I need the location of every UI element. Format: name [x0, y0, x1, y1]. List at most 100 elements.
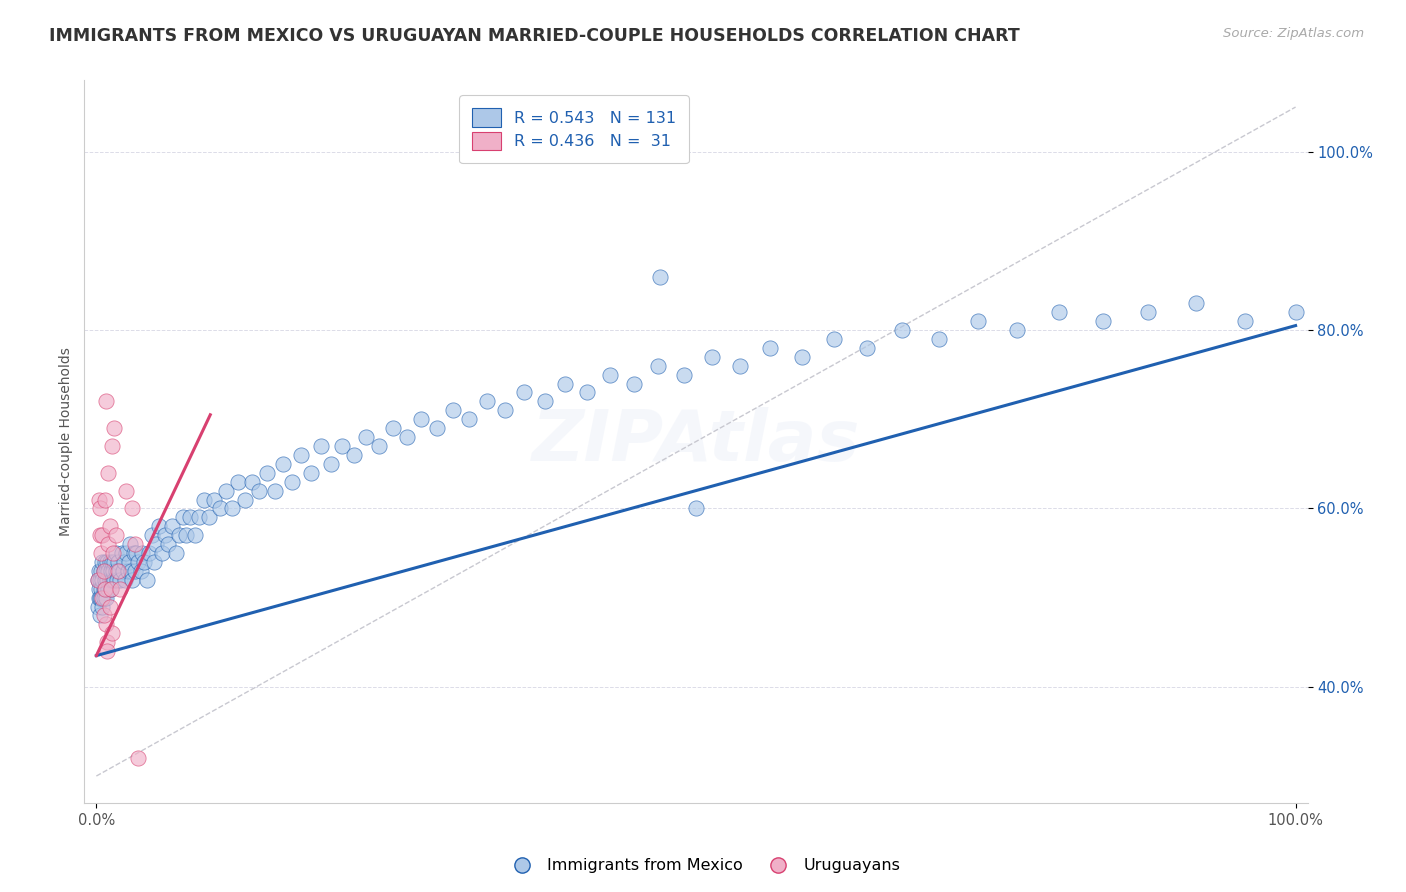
- Point: [273, 457, 295, 471]
- Point: [91, 573, 114, 587]
- Point: [93, 492, 117, 507]
- Point: [131, 546, 153, 560]
- Point: [94, 564, 117, 578]
- Point: [648, 269, 671, 284]
- Point: [96, 573, 118, 587]
- Point: [97, 564, 120, 578]
- Point: [98, 555, 121, 569]
- Point: [647, 359, 669, 373]
- Point: [198, 510, 221, 524]
- Point: [94, 394, 117, 409]
- Point: [148, 519, 170, 533]
- Point: [685, 501, 707, 516]
- Point: [135, 573, 157, 587]
- Point: [91, 599, 114, 614]
- Point: [264, 483, 287, 498]
- Point: [104, 546, 127, 560]
- Point: [221, 501, 243, 516]
- Point: [93, 582, 117, 596]
- Point: [215, 483, 238, 498]
- Point: [96, 555, 118, 569]
- Point: [124, 537, 146, 551]
- Point: [110, 546, 132, 560]
- Point: [623, 376, 645, 391]
- Text: Source: ZipAtlas.com: Source: ZipAtlas.com: [1223, 27, 1364, 40]
- Point: [110, 573, 132, 587]
- Text: IMMIGRANTS FROM MEXICO VS URUGUAYAN MARRIED-COUPLE HOUSEHOLDS CORRELATION CHART: IMMIGRANTS FROM MEXICO VS URUGUAYAN MARR…: [49, 27, 1019, 45]
- Point: [118, 537, 141, 551]
- Point: [458, 412, 481, 426]
- Point: [172, 510, 194, 524]
- Point: [90, 591, 112, 605]
- Point: [165, 546, 187, 560]
- Point: [672, 368, 695, 382]
- Point: [89, 608, 111, 623]
- Point: [101, 555, 124, 569]
- Point: [91, 555, 114, 569]
- Point: [1234, 314, 1257, 328]
- Point: [111, 564, 134, 578]
- Point: [98, 519, 121, 533]
- Y-axis label: Married-couple Households: Married-couple Households: [59, 347, 73, 536]
- Point: [226, 475, 249, 489]
- Point: [107, 555, 129, 569]
- Point: [730, 359, 752, 373]
- Point: [153, 528, 176, 542]
- Point: [114, 573, 136, 587]
- Point: [121, 573, 143, 587]
- Point: [368, 439, 391, 453]
- Point: [97, 466, 120, 480]
- Point: [1091, 314, 1114, 328]
- Point: [966, 314, 988, 328]
- Point: [193, 492, 215, 507]
- Point: [87, 564, 110, 578]
- Point: [513, 385, 536, 400]
- Point: [208, 501, 231, 516]
- Point: [100, 564, 122, 578]
- Point: [90, 564, 112, 578]
- Point: [93, 582, 117, 596]
- Point: [115, 483, 138, 498]
- Point: [188, 510, 211, 524]
- Point: [94, 617, 117, 632]
- Point: [101, 626, 124, 640]
- Point: [124, 564, 146, 578]
- Point: [103, 555, 125, 569]
- Point: [129, 564, 152, 578]
- Point: [112, 555, 135, 569]
- Point: [105, 573, 128, 587]
- Point: [1047, 305, 1070, 319]
- Point: [1007, 323, 1029, 337]
- Point: [138, 546, 160, 560]
- Point: [101, 546, 124, 560]
- Point: [494, 403, 516, 417]
- Point: [426, 421, 449, 435]
- Point: [145, 537, 167, 551]
- Point: [89, 591, 111, 605]
- Point: [134, 555, 156, 569]
- Point: [93, 564, 115, 578]
- Point: [856, 341, 879, 355]
- Point: [290, 448, 312, 462]
- Point: [96, 635, 118, 649]
- Point: [477, 394, 499, 409]
- Point: [115, 546, 138, 560]
- Point: [330, 439, 353, 453]
- Point: [1284, 305, 1306, 319]
- Point: [93, 564, 115, 578]
- Point: [790, 350, 813, 364]
- Point: [354, 430, 377, 444]
- Point: [823, 332, 845, 346]
- Point: [107, 564, 129, 578]
- Point: [101, 573, 124, 587]
- Point: [121, 501, 143, 516]
- Point: [120, 564, 142, 578]
- Point: [321, 457, 343, 471]
- Point: [343, 448, 366, 462]
- Point: [174, 528, 197, 542]
- Point: [1137, 305, 1160, 319]
- Point: [599, 368, 621, 382]
- Point: [94, 591, 117, 605]
- Point: [928, 332, 950, 346]
- Point: [104, 528, 127, 542]
